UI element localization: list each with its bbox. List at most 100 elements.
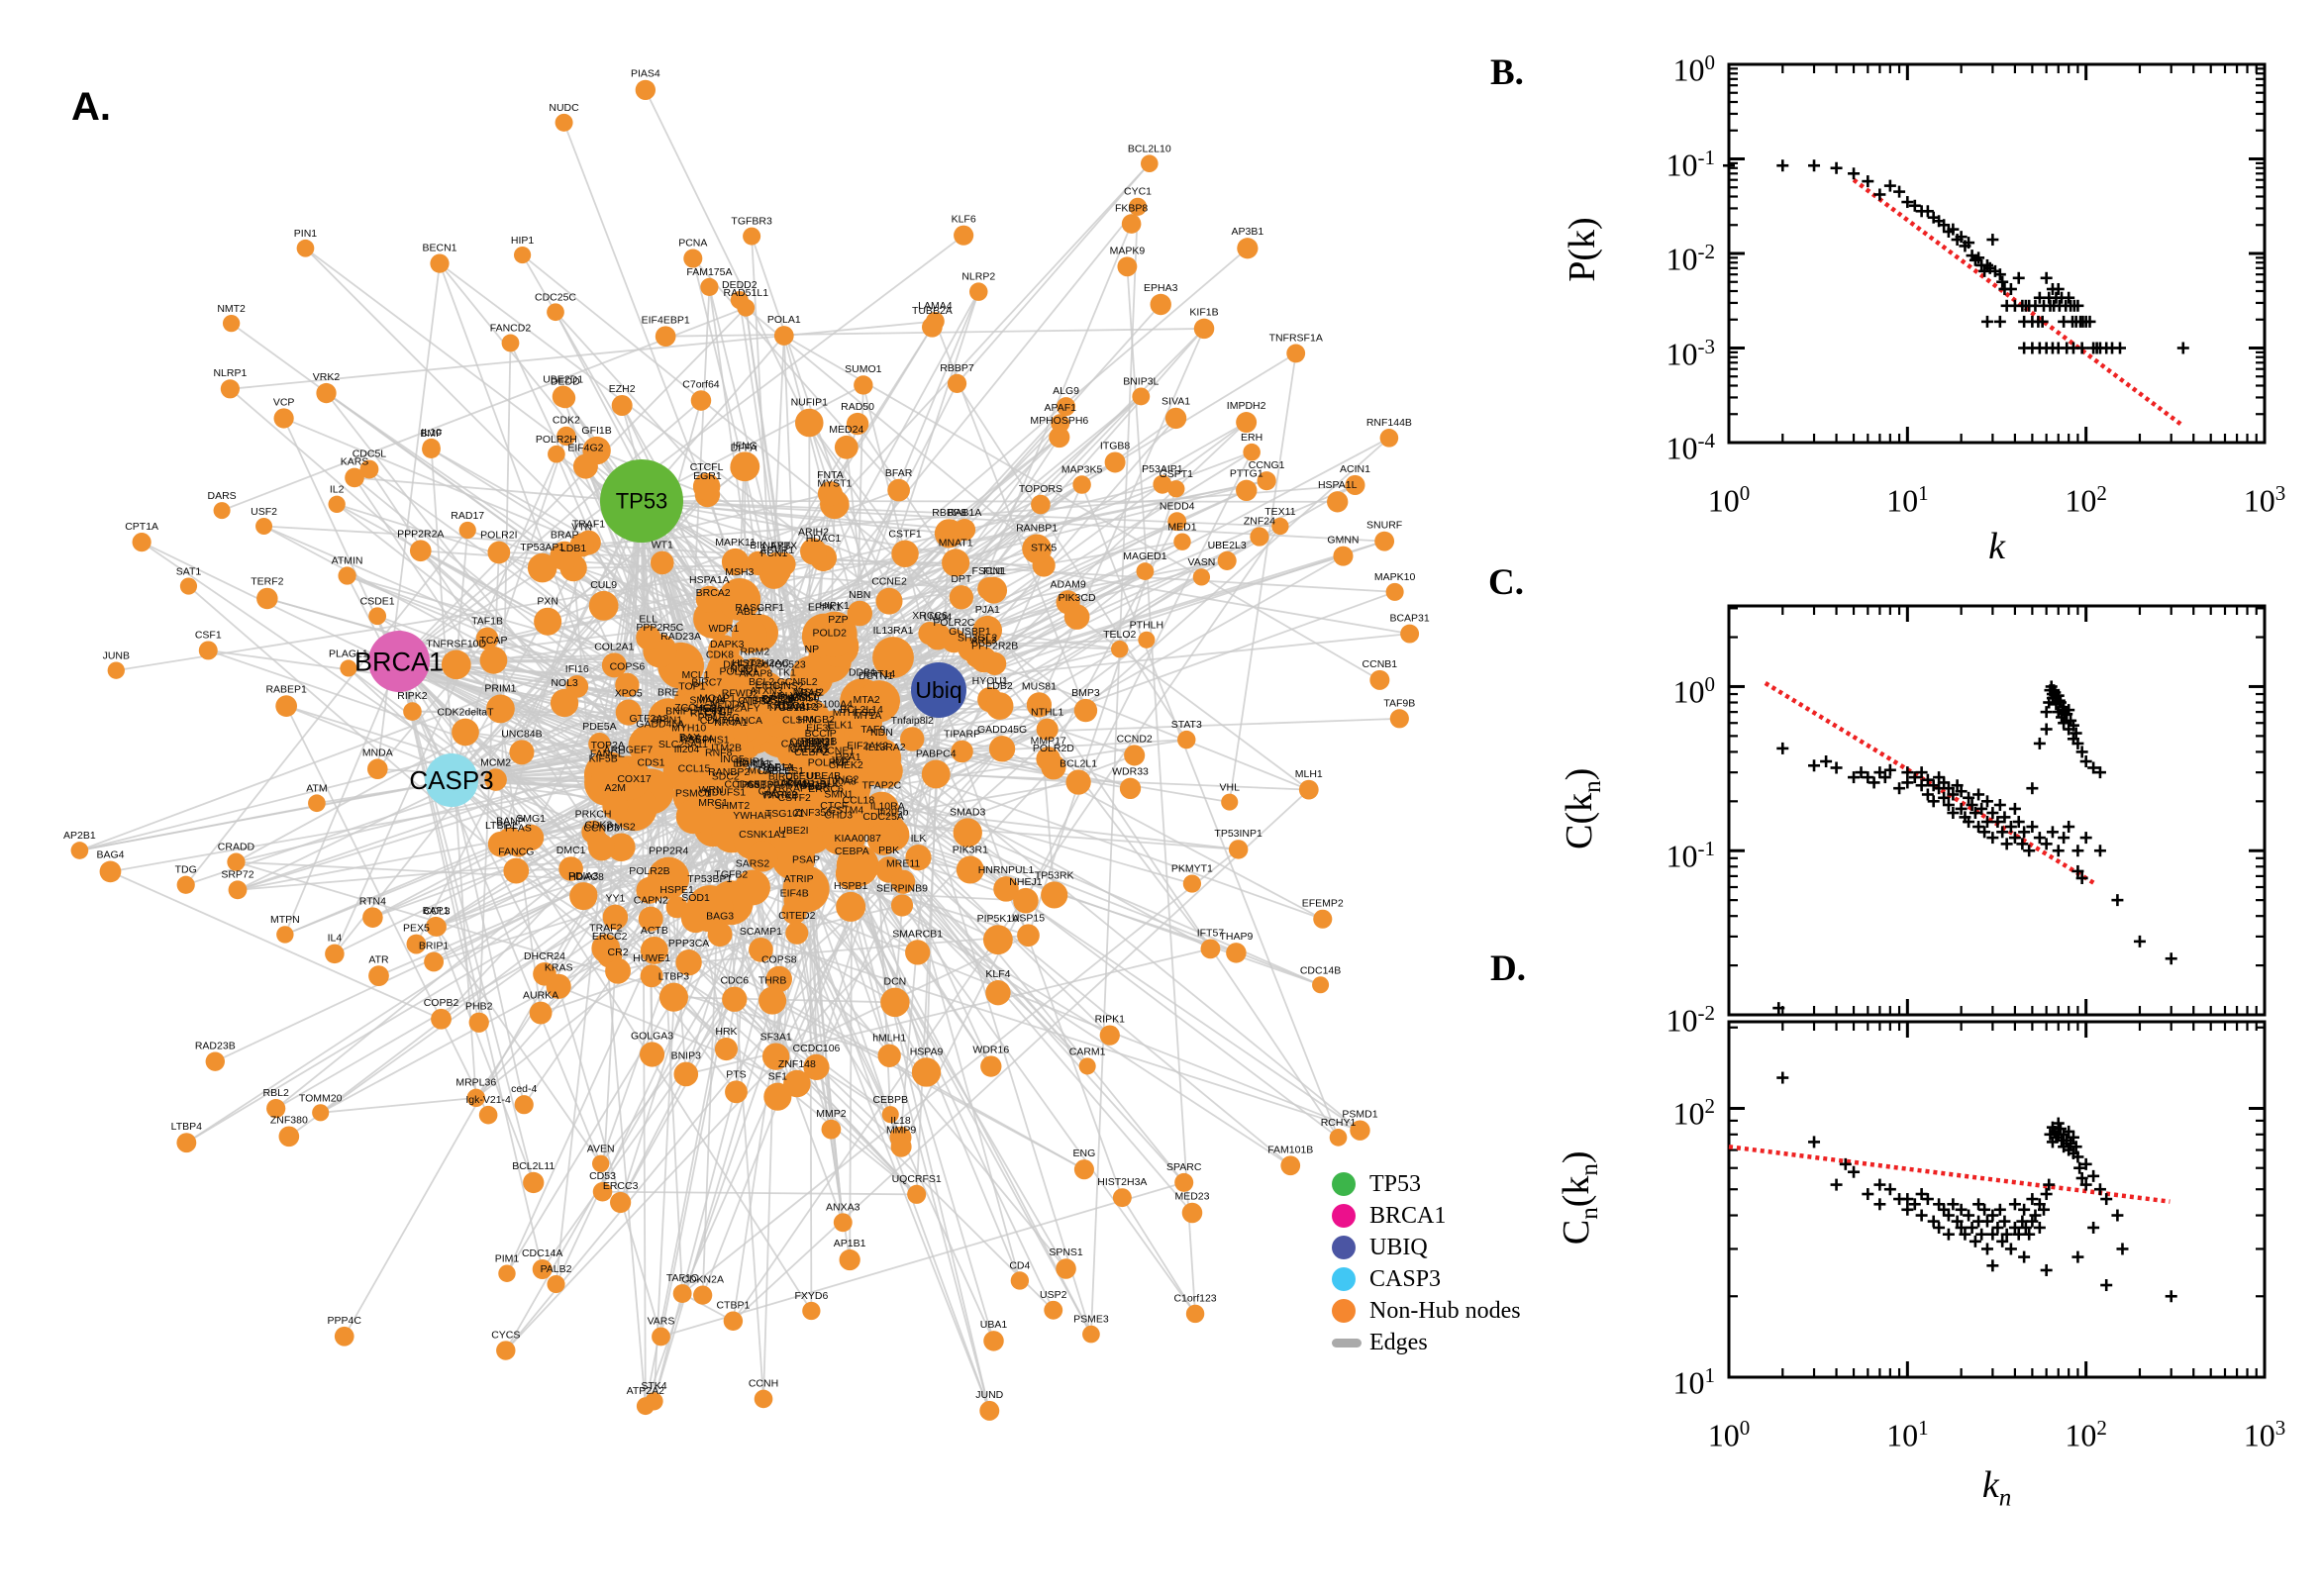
svg-text:NDUFS1: NDUFS1	[704, 786, 746, 798]
svg-text:PABPC4: PABPC4	[916, 748, 957, 760]
svg-text:POLR2C: POLR2C	[933, 617, 974, 629]
svg-text:RASGRF1: RASGRF1	[735, 602, 784, 614]
svg-text:BACH1: BACH1	[773, 778, 808, 790]
svg-text:ANXA3: ANXA3	[826, 1201, 860, 1213]
svg-text:BIK: BIK	[750, 540, 766, 551]
y-tick-label: 10-1	[1666, 145, 1716, 183]
svg-text:RBL2: RBL2	[263, 1087, 289, 1099]
svg-text:YWHAH: YWHAH	[733, 810, 771, 822]
svg-text:MUS81: MUS81	[1022, 680, 1057, 692]
svg-text:UBE4B: UBE4B	[807, 770, 841, 782]
svg-text:CUL9: CUL9	[590, 579, 617, 591]
svg-text:GMNN: GMNN	[1327, 535, 1359, 547]
svg-text:EIF3F: EIF3F	[806, 722, 835, 734]
svg-text:CCDC106: CCDC106	[793, 1043, 841, 1054]
svg-text:HTT: HTT	[714, 705, 735, 717]
svg-text:RAB4A: RAB4A	[680, 734, 714, 746]
svg-text:MPHOSPH6: MPHOSPH6	[1030, 415, 1088, 427]
svg-text:MTBP: MTBP	[748, 765, 776, 777]
svg-text:BARD1: BARD1	[736, 757, 770, 769]
svg-text:CLSPN: CLSPN	[782, 714, 817, 726]
svg-text:HUWE1: HUWE1	[633, 952, 670, 964]
svg-text:IL10RA: IL10RA	[870, 801, 905, 813]
svg-text:CEBPZ: CEBPZ	[794, 747, 830, 758]
svg-text:POLD2: POLD2	[813, 627, 848, 639]
svg-text:PIP5K1A: PIP5K1A	[977, 913, 1020, 925]
svg-text:MLH1: MLH1	[1295, 768, 1323, 780]
svg-text:UBE2D1: UBE2D1	[543, 374, 583, 386]
legend-label: UBIQ	[1369, 1235, 1428, 1260]
svg-text:CDC5L: CDC5L	[353, 449, 387, 460]
svg-text:PPP2R4: PPP2R4	[649, 846, 688, 857]
svg-text:ADAM9: ADAM9	[1051, 578, 1086, 590]
svg-text:ITM2B: ITM2B	[711, 742, 742, 753]
svg-text:PPP3R1: PPP3R1	[780, 779, 820, 791]
svg-text:RAD51L1: RAD51L1	[724, 287, 769, 299]
svg-text:IFI16: IFI16	[565, 663, 589, 675]
svg-text:CABLES2: CABLES2	[781, 739, 828, 750]
svg-text:ATRIP: ATRIP	[783, 873, 813, 885]
svg-text:BECN1: BECN1	[423, 243, 457, 254]
svg-text:MAPK10: MAPK10	[1374, 571, 1416, 583]
svg-text:BNIPL: BNIPL	[665, 705, 696, 717]
svg-text:CTCFL: CTCFL	[690, 461, 724, 473]
x-tick-label: 102	[2065, 1416, 2107, 1453]
svg-text:LTBP3: LTBP3	[658, 971, 689, 983]
svg-text:PIK3R1: PIK3R1	[953, 845, 988, 856]
svg-text:BRCA1: BRCA1	[354, 647, 444, 676]
svg-text:NDN: NDN	[870, 727, 893, 739]
svg-text:Ifi204: Ifi204	[674, 744, 700, 755]
svg-text:THAP9: THAP9	[1219, 931, 1253, 943]
svg-text:HDAC1: HDAC1	[806, 533, 842, 545]
svg-text:ZNF148: ZNF148	[778, 1058, 816, 1070]
svg-text:EZH2: EZH2	[609, 383, 636, 395]
x-tick-label: 101	[1886, 481, 1929, 519]
svg-text:C7orf64: C7orf64	[682, 378, 720, 390]
svg-text:MED1: MED1	[1167, 521, 1196, 533]
svg-text:KRAS: KRAS	[545, 962, 573, 974]
hub-node-brca1: BRCA1	[354, 631, 444, 692]
svg-text:JUND: JUND	[975, 1389, 1003, 1401]
svg-text:BAG4: BAG4	[96, 848, 124, 860]
svg-text:FXYD6: FXYD6	[794, 1290, 828, 1302]
svg-text:MED6: MED6	[694, 703, 723, 715]
svg-text:ACTB: ACTB	[641, 925, 668, 937]
svg-text:CITED2: CITED2	[778, 910, 816, 922]
svg-text:C1orf123: C1orf123	[1173, 1293, 1216, 1305]
svg-text:EFEMP2: EFEMP2	[1302, 898, 1344, 910]
svg-text:DDB1: DDB1	[849, 666, 876, 678]
svg-text:FAM175A: FAM175A	[686, 266, 732, 278]
svg-text:VASN: VASN	[1187, 556, 1215, 568]
svg-text:POLR2G: POLR2G	[698, 712, 741, 724]
svg-text:SAT1: SAT1	[176, 565, 202, 577]
svg-text:USP15: USP15	[1012, 912, 1045, 924]
svg-text:MCM2: MCM2	[480, 756, 511, 768]
svg-text:CCND2: CCND2	[1117, 733, 1153, 745]
svg-text:TGFB2: TGFB2	[714, 868, 748, 880]
svg-text:IL10: IL10	[421, 427, 442, 439]
svg-text:TRIAP1: TRIAP1	[779, 778, 816, 790]
casp3-hub-swatch-icon	[1332, 1267, 1356, 1291]
svg-text:FANCG: FANCG	[498, 847, 534, 858]
svg-text:BRCA2: BRCA2	[696, 587, 731, 599]
svg-text:CTBP1: CTBP1	[716, 1300, 750, 1312]
svg-text:XPO5: XPO5	[615, 687, 643, 699]
legend-item-nonhub: Non-Hub nodes	[1332, 1295, 1569, 1327]
svg-text:SMAD4: SMAD4	[689, 694, 725, 706]
svg-text:DSG3: DSG3	[763, 695, 792, 707]
svg-text:MAP2K7: MAP2K7	[788, 743, 830, 754]
svg-text:PSAP: PSAP	[792, 853, 820, 865]
svg-text:CRADD: CRADD	[218, 842, 255, 853]
svg-text:BCL2L14: BCL2L14	[840, 704, 883, 716]
svg-text:RFC1: RFC1	[690, 707, 718, 719]
svg-text:GADD45A: GADD45A	[636, 719, 684, 731]
svg-text:ALG9: ALG9	[1053, 385, 1079, 397]
svg-text:RRM2B: RRM2B	[801, 736, 838, 748]
svg-text:DLEU1: DLEU1	[785, 770, 819, 782]
svg-text:CR2: CR2	[608, 947, 629, 958]
svg-text:hMLH1: hMLH1	[872, 1033, 906, 1045]
svg-text:MNAT1: MNAT1	[939, 537, 973, 549]
svg-text:TOP2A: TOP2A	[591, 740, 625, 751]
y-tick-label: 10-3	[1666, 334, 1716, 372]
svg-text:PDIA3: PDIA3	[568, 870, 599, 882]
